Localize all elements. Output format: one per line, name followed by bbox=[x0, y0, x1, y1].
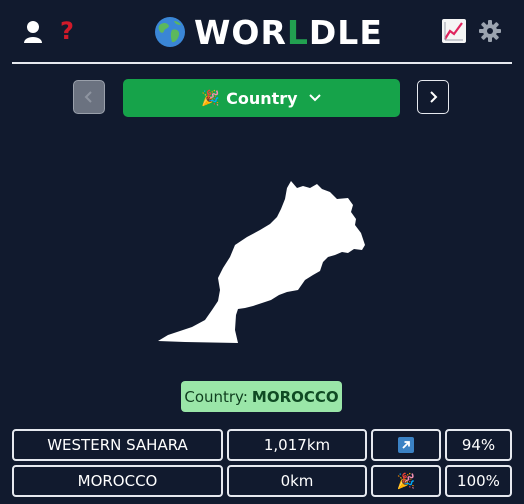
title-part-3: DLE bbox=[308, 12, 383, 52]
guess-country: WESTERN SAHARA bbox=[12, 429, 223, 461]
answer-badge: Country: MOROCCO bbox=[181, 381, 342, 412]
country-outline-map bbox=[158, 181, 365, 343]
chevron-left-icon bbox=[84, 91, 92, 103]
next-button[interactable] bbox=[417, 80, 449, 114]
top-bar: ? WORLDLE bbox=[12, 0, 512, 64]
globe-icon bbox=[154, 16, 186, 48]
answer-prefix: Country: bbox=[184, 387, 248, 406]
game-mode-dropdown[interactable]: 🎉 Country bbox=[123, 79, 400, 117]
guess-proximity: 100% bbox=[445, 465, 512, 497]
guess-country: MOROCCO bbox=[12, 465, 223, 497]
app-title: WORLDLE bbox=[154, 12, 383, 52]
guess-direction: 🎉 bbox=[371, 465, 441, 497]
help-icon[interactable]: ? bbox=[60, 17, 74, 45]
gear-icon[interactable] bbox=[478, 18, 502, 44]
title-part-1: WOR bbox=[194, 12, 287, 52]
guess-row: WESTERN SAHARA 1,017km 94% bbox=[12, 429, 512, 461]
user-icon[interactable] bbox=[22, 19, 44, 45]
party-popper-icon: 🎉 bbox=[396, 472, 416, 490]
guess-proximity: 94% bbox=[445, 429, 512, 461]
title-part-2: L bbox=[286, 12, 309, 52]
chevron-right-icon bbox=[430, 91, 438, 103]
chevron-down-icon bbox=[308, 93, 322, 103]
arrow-up-right-icon bbox=[398, 437, 414, 453]
party-popper-icon: 🎉 bbox=[201, 89, 221, 107]
previous-button[interactable] bbox=[73, 80, 105, 114]
guess-row: MOROCCO 0km 🎉 100% bbox=[12, 465, 512, 497]
guess-distance: 0km bbox=[227, 465, 367, 497]
game-mode-label: Country bbox=[226, 88, 298, 108]
guess-direction bbox=[371, 429, 441, 461]
answer-value: MOROCCO bbox=[251, 387, 339, 406]
stats-icon[interactable] bbox=[442, 19, 466, 43]
guess-distance: 1,017km bbox=[227, 429, 367, 461]
